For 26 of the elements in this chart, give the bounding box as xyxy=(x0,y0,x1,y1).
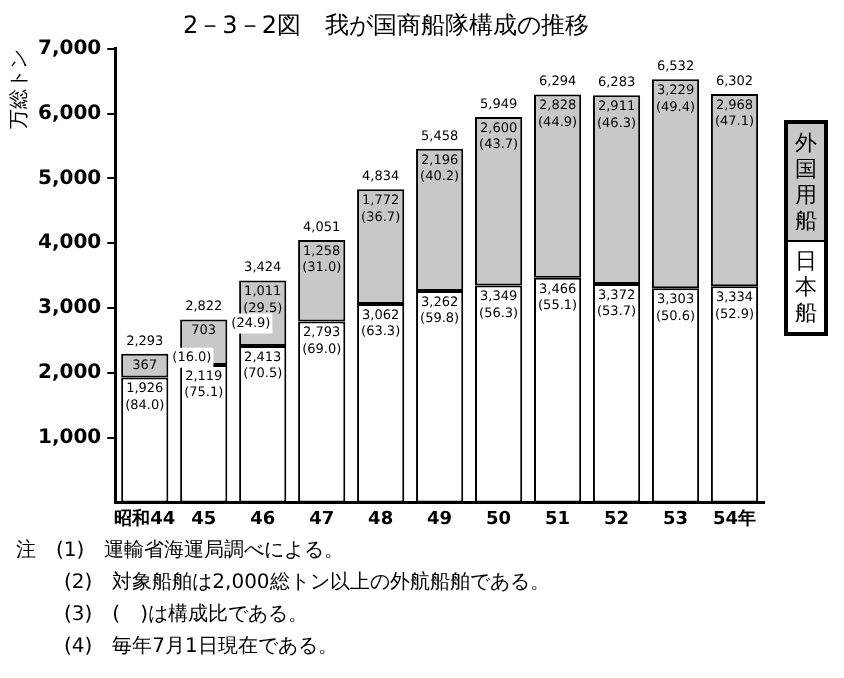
x-tick-label: 51 xyxy=(545,509,571,530)
y-tick-label: 3,000 xyxy=(37,297,102,320)
x-tick-label: 54年 xyxy=(712,507,757,530)
text: 注 (1) 運輸省海運局調べによる。 xyxy=(16,537,347,566)
text: (2) 対象船舶は2,000総トン以上の外航船舶である。 xyxy=(62,569,550,598)
x-tick-label: 50 xyxy=(486,509,512,530)
x-tick-label: 48 xyxy=(368,509,394,530)
x-tick-label: 45 xyxy=(191,509,217,530)
series-label: 外国用船 xyxy=(788,130,824,234)
x-tick-label: 46 xyxy=(250,509,276,530)
x-tick-label: 47 xyxy=(309,509,335,530)
y-tick-label: 4,000 xyxy=(37,232,102,255)
text: (3) ( )は構成比である。 xyxy=(62,601,310,630)
y-tick-label: 2,000 xyxy=(37,361,102,384)
series-label: 日本船 xyxy=(793,248,819,326)
y-tick-label: 7,000 xyxy=(37,37,102,60)
x-tick-label: 49 xyxy=(427,509,453,530)
x-tick-label: 52 xyxy=(604,509,630,530)
chart-title: 2－3－2図 我が国商船隊構成の推移 xyxy=(183,10,589,39)
x-tick-label: 昭和44 xyxy=(114,507,176,530)
x-tick-label: 53 xyxy=(663,509,689,530)
y-axis-title: 万総トン xyxy=(7,48,32,129)
y-tick-label: 1,000 xyxy=(37,426,102,449)
y-tick-label: 6,000 xyxy=(37,102,102,125)
y-tick-label: 5,000 xyxy=(37,167,102,190)
text: (4) 毎年7月1日現在である。 xyxy=(62,634,340,662)
